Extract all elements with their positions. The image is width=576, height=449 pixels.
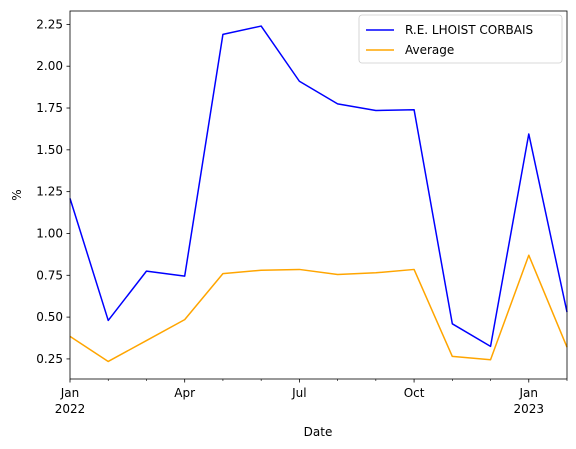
plot-frame [69,10,568,380]
legend-box [358,14,563,64]
y-tick-label: 2.25 [36,17,63,31]
x-axis: Jan 2022 Apr Jul Oct Jan 2023 [55,379,568,416]
x-tick-year-label: 2022 [55,402,86,416]
y-axis: 0.25 0.50 0.75 1.00 1.25 1.50 1.75 2.00 2.25 [36,17,70,366]
series-line-0 [69,25,568,348]
y-tick-label: 1.25 [36,185,63,199]
y-tick-label: 0.50 [36,310,63,324]
y-axis-title: % [10,189,24,200]
x-tick-label: Jan [519,386,539,400]
x-tick-year-label: 2023 [513,402,544,416]
x-axis-title: Date [304,425,333,439]
series-line-1 [69,254,568,363]
y-tick-label: 1.00 [36,226,63,240]
series-layer [69,25,568,363]
y-tick-label: 0.75 [36,268,63,282]
y-tick-label: 0.25 [36,352,63,366]
x-tick-label: Oct [404,386,425,400]
legend: R.E. LHOIST CORBAIS Average [358,14,563,64]
y-tick-label: 1.50 [36,143,63,157]
x-tick-label: Apr [174,386,195,400]
x-tick-label: Jul [291,386,306,400]
y-tick-label: 1.75 [36,101,63,115]
x-tick-label: Jan [60,386,80,400]
legend-label-0: R.E. LHOIST CORBAIS [405,23,533,37]
legend-label-1: Average [405,43,454,57]
y-tick-label: 2.00 [36,59,63,73]
